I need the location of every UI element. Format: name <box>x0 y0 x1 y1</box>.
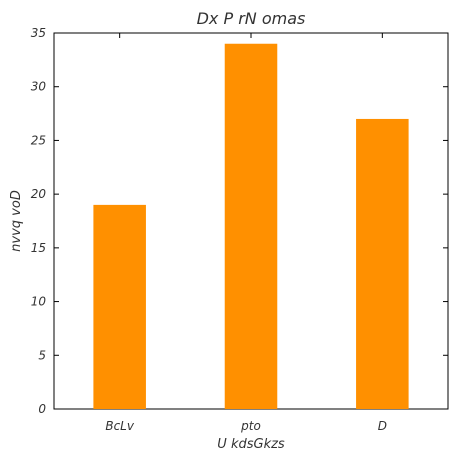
y-tick-label: 15 <box>31 241 46 255</box>
bars-group <box>93 43 409 409</box>
y-tick-label: 35 <box>31 26 46 40</box>
x-tick-label: BcLv <box>105 419 135 433</box>
x-axis: BcLv pto D <box>105 33 387 433</box>
y-tick-label: 5 <box>38 348 46 362</box>
chart-title: Dx P rN omas <box>197 9 306 28</box>
y-tick-label: 25 <box>31 133 46 147</box>
bar-BcLv <box>93 204 146 409</box>
x-axis-title: U kdsGkzs <box>217 437 285 452</box>
y-tick-label: 30 <box>31 80 47 94</box>
bar-pto <box>224 43 278 409</box>
y-tick-label: 20 <box>31 187 47 201</box>
y-tick-label: 0 <box>38 402 46 416</box>
y-axis-title: nvvq voD <box>9 190 24 252</box>
x-tick-label: pto <box>240 419 261 433</box>
bar-D <box>356 118 409 409</box>
y-axis: 0 5 10 15 20 25 30 35 <box>31 26 448 416</box>
y-tick-label: 10 <box>31 295 47 309</box>
x-tick-label: D <box>378 419 387 433</box>
